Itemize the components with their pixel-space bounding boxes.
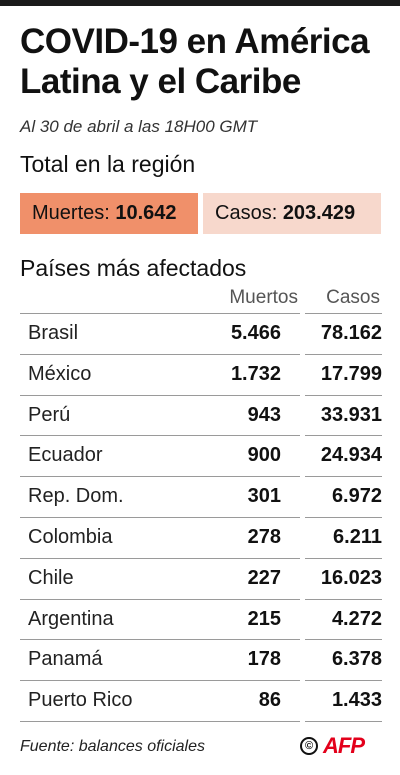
country-name: Rep. Dom.	[28, 485, 124, 508]
country-name: Ecuador	[28, 444, 103, 467]
row-divider	[20, 476, 300, 478]
row-divider	[305, 639, 382, 641]
row-divider	[20, 598, 300, 600]
title-line-1: COVID-19 en América	[20, 22, 370, 61]
cases-total-label: Casos:	[215, 202, 278, 224]
country-name: Perú	[28, 403, 71, 426]
country-table: Brasil 5.466 78.162 México 1.732 17.799 Perú 94…	[20, 313, 382, 721]
deaths-value: 215	[247, 607, 281, 630]
afp-logo: AFP	[323, 733, 365, 758]
row-divider	[20, 394, 300, 396]
table-row: Brasil 5.466 78.162	[20, 313, 382, 354]
row-divider	[20, 313, 300, 314]
country-name: Brasil	[28, 322, 79, 344]
deaths-value: 301	[247, 485, 281, 508]
cases-value: 78.162	[320, 322, 382, 344]
table-row: Perú 943 33.931	[20, 394, 382, 436]
deaths-value: 943	[247, 403, 281, 426]
row-divider	[305, 394, 382, 396]
cases-value: 33.931	[320, 403, 382, 426]
country-name: Colombia	[28, 525, 113, 548]
cases-value: 6.378	[331, 648, 382, 671]
deaths-value: 278	[247, 525, 281, 548]
row-divider	[20, 680, 300, 682]
country-name: Argentina	[28, 607, 114, 630]
cases-value: 6.211	[333, 525, 382, 548]
country-name: Panamá	[28, 648, 103, 671]
row-divider	[305, 680, 382, 682]
row-divider	[305, 353, 382, 355]
source-note: Fuente: balances oficiales	[20, 738, 205, 755]
table-row: Rep. Dom. 301 6.972	[20, 476, 382, 517]
table-row: Argentina 215 4.272	[20, 598, 382, 640]
row-divider	[20, 353, 300, 355]
row-divider	[305, 313, 382, 314]
column-header-cases: Casos	[326, 287, 380, 308]
deaths-value: 227	[247, 566, 281, 589]
cases-value: 17.799	[320, 362, 382, 385]
cases-total-badge: Casos: 203.429	[203, 193, 381, 234]
cases-value: 1.433	[331, 689, 382, 712]
table-heading: Países más afectados	[20, 255, 247, 281]
table-row: Panamá 178 6.378	[20, 639, 382, 680]
row-divider	[20, 516, 300, 518]
row-divider	[20, 435, 300, 437]
cases-value: 16.023	[320, 566, 382, 589]
table-row: Chile 227 16.023	[20, 557, 382, 599]
table-row: México 1.732 17.799	[20, 353, 382, 395]
deaths-total-badge: Muertes: 10.642	[20, 193, 198, 234]
deaths-value: 178	[247, 648, 281, 671]
copyright-icon: ©	[300, 737, 318, 755]
cases-total-value: 203.429	[282, 202, 356, 224]
cases-value: 4.272	[331, 607, 382, 630]
deaths-value: 86	[258, 689, 281, 712]
row-divider	[305, 516, 382, 518]
country-name: Chile	[28, 566, 74, 589]
title-line-2: Latina y el Caribe	[20, 62, 301, 101]
cases-value: 6.972	[331, 485, 382, 508]
table-row: Puerto Rico 86 1.433	[20, 680, 382, 721]
deaths-value: 900	[247, 444, 281, 467]
subtitle: Al 30 de abril a las 18H00 GMT	[20, 117, 258, 136]
row-divider	[20, 639, 300, 641]
row-divider	[305, 476, 382, 478]
table-row: Colombia 278 6.211	[20, 516, 382, 558]
row-divider	[305, 435, 382, 437]
deaths-value: 1.732	[230, 362, 281, 385]
page-title: COVID-19 en América Latina y el Caribe	[20, 22, 390, 102]
deaths-total-label: Muertes:	[32, 202, 110, 224]
row-divider	[305, 598, 382, 600]
top-bar	[0, 0, 400, 6]
deaths-total-value: 10.642	[115, 202, 177, 224]
country-name: México	[28, 362, 92, 385]
table-bottom-rule	[20, 721, 382, 722]
row-divider	[20, 557, 300, 559]
column-header-deaths: Muertos	[229, 287, 298, 308]
cases-value: 24.934	[320, 444, 382, 467]
deaths-value: 5.466	[230, 322, 281, 344]
table-row: Ecuador 900 24.934	[20, 435, 382, 476]
totals-heading: Total en la región	[20, 151, 196, 177]
credit: © AFP	[300, 733, 365, 759]
row-divider	[305, 557, 382, 559]
country-name: Puerto Rico	[28, 689, 133, 712]
